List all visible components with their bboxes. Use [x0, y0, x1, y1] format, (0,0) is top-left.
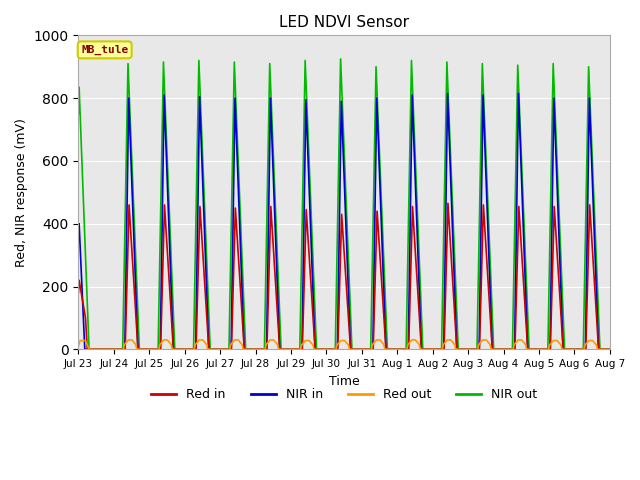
- Red in: [241, 347, 249, 352]
- NIR out: [561, 347, 568, 352]
- Red in: [83, 347, 91, 352]
- Red in: [75, 290, 83, 296]
- NIR in: [241, 347, 249, 352]
- Red out: [203, 342, 211, 348]
- Red out: [452, 347, 460, 352]
- Red out: [606, 347, 614, 352]
- NIR out: [75, 111, 83, 117]
- NIR in: [81, 347, 88, 352]
- NIR in: [454, 347, 461, 352]
- NIR out: [365, 347, 372, 352]
- NIR out: [606, 347, 614, 352]
- Red out: [488, 347, 496, 352]
- Red out: [156, 342, 164, 348]
- NIR out: [195, 58, 203, 63]
- Red in: [546, 347, 554, 352]
- Legend: Red in, NIR in, Red out, NIR out: Red in, NIR in, Red out, NIR out: [146, 383, 542, 406]
- NIR out: [337, 56, 344, 62]
- NIR in: [545, 347, 553, 352]
- NIR in: [595, 347, 602, 352]
- NIR in: [525, 347, 532, 352]
- Line: Red in: Red in: [79, 204, 610, 349]
- Line: NIR out: NIR out: [79, 59, 610, 349]
- NIR out: [145, 347, 153, 352]
- NIR in: [444, 91, 451, 96]
- Red out: [125, 337, 132, 343]
- Red in: [454, 347, 461, 352]
- Line: NIR in: NIR in: [79, 94, 610, 349]
- NIR in: [156, 347, 164, 352]
- NIR out: [294, 347, 302, 352]
- X-axis label: Time: Time: [329, 374, 360, 388]
- Line: Red out: Red out: [79, 340, 610, 349]
- Red in: [595, 347, 602, 352]
- NIR in: [606, 347, 614, 352]
- Red out: [509, 347, 517, 352]
- Red in: [525, 347, 532, 352]
- Red in: [444, 201, 452, 206]
- NIR out: [154, 347, 162, 352]
- Text: MB_tule: MB_tule: [81, 45, 128, 55]
- Red out: [75, 343, 83, 349]
- Red out: [85, 347, 93, 352]
- NIR out: [85, 347, 93, 352]
- Title: LED NDVI Sensor: LED NDVI Sensor: [279, 15, 409, 30]
- Red out: [274, 342, 282, 348]
- Red in: [606, 347, 614, 352]
- NIR in: [75, 237, 83, 242]
- Red in: [157, 347, 164, 352]
- Y-axis label: Red, NIR response (mV): Red, NIR response (mV): [15, 118, 28, 267]
